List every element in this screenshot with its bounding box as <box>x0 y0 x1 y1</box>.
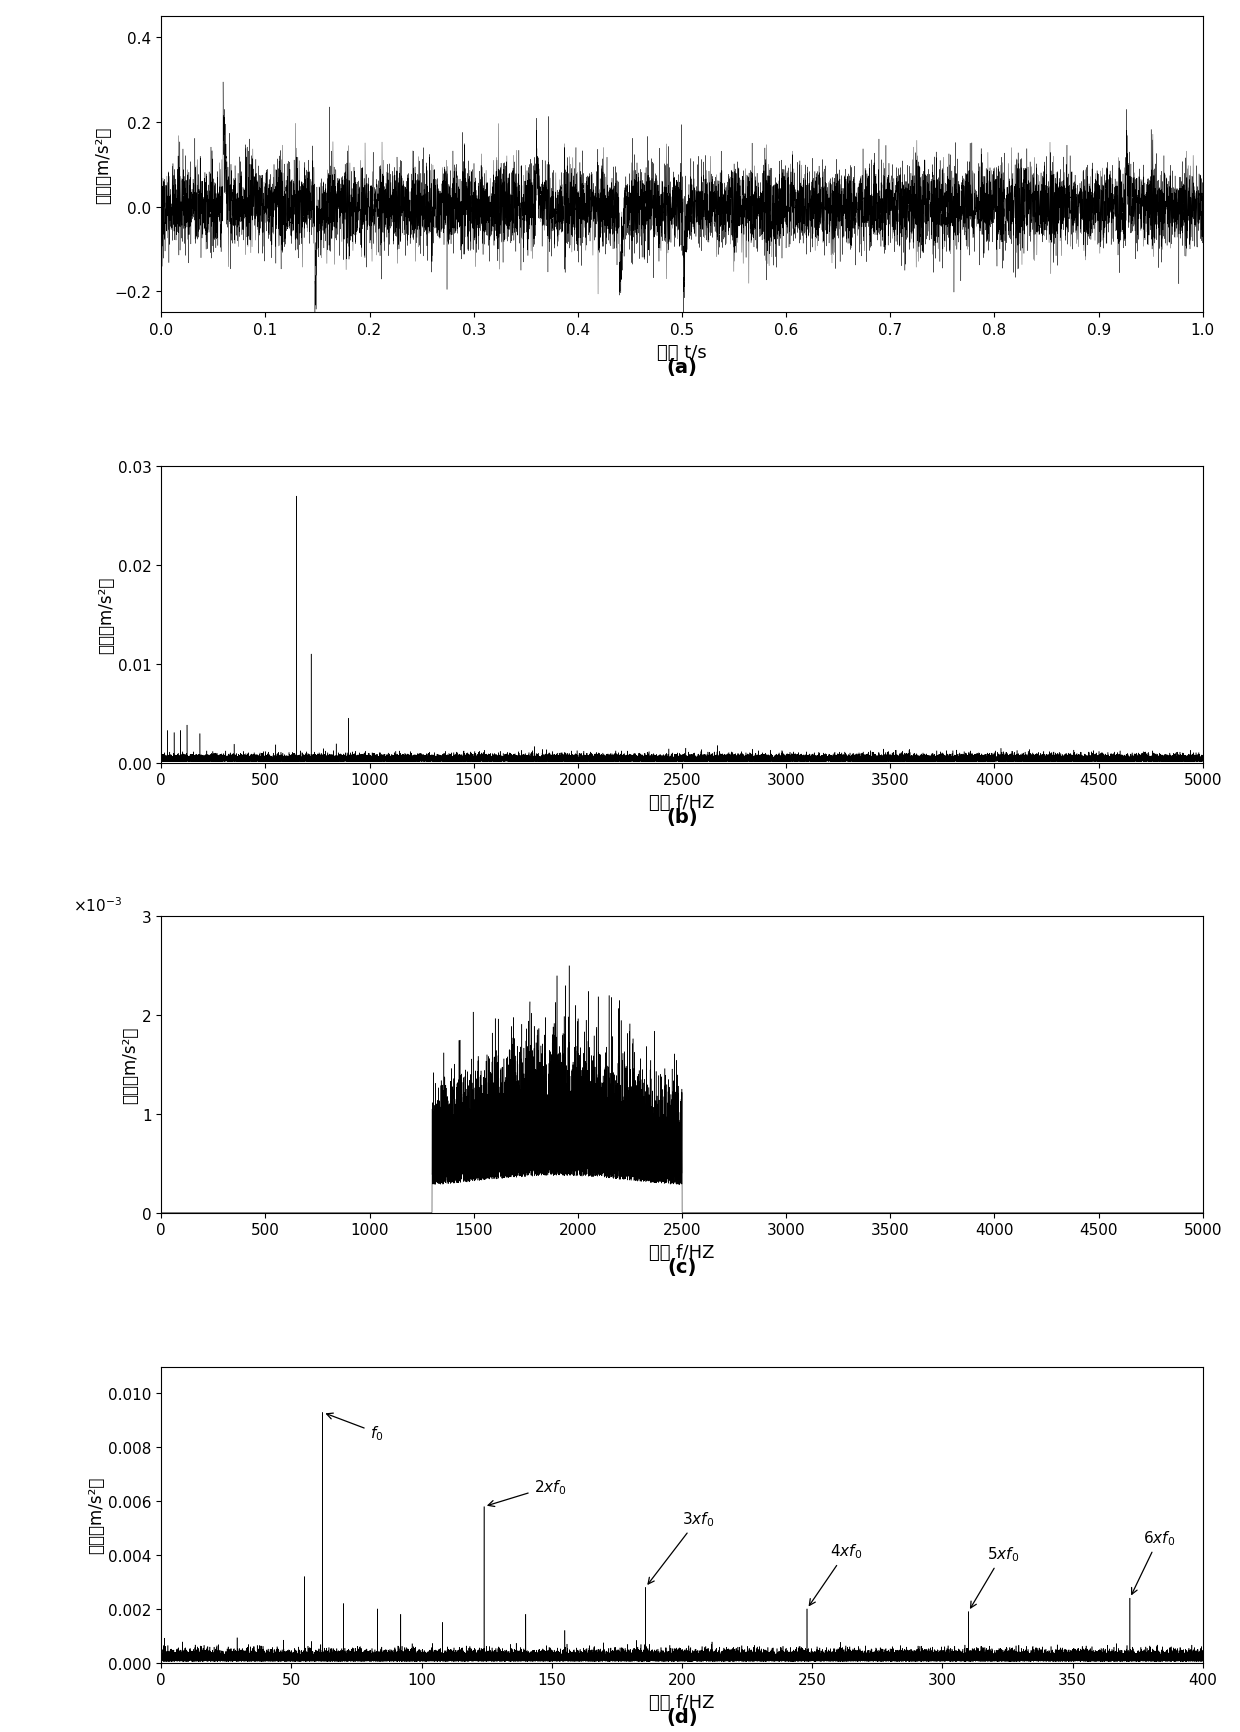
X-axis label: 时间 t/s: 时间 t/s <box>657 343 707 362</box>
Text: (b): (b) <box>666 807 698 826</box>
Text: (d): (d) <box>666 1708 698 1725</box>
Text: $5xf_0$: $5xf_0$ <box>971 1545 1019 1607</box>
Text: $\times10^{-3}$: $\times10^{-3}$ <box>73 895 122 914</box>
Y-axis label: 幅度（m/s²）: 幅度（m/s²） <box>97 577 115 653</box>
Y-axis label: 幅度（m/s²）: 幅度（m/s²） <box>87 1476 105 1554</box>
Text: $f_0$: $f_0$ <box>326 1413 383 1443</box>
Text: (a): (a) <box>667 357 697 376</box>
X-axis label: 频率 f/HZ: 频率 f/HZ <box>650 1692 714 1711</box>
Text: $4xf_0$: $4xf_0$ <box>810 1541 863 1606</box>
Text: (c): (c) <box>667 1257 697 1276</box>
Text: $6xf_0$: $6xf_0$ <box>1132 1528 1176 1595</box>
Text: $3xf_0$: $3xf_0$ <box>649 1510 714 1585</box>
Text: $2xf_0$: $2xf_0$ <box>489 1477 565 1507</box>
Y-axis label: 幅度（m/s²）: 幅度（m/s²） <box>122 1027 139 1103</box>
Y-axis label: 幅度（m/s²）: 幅度（m/s²） <box>94 126 112 204</box>
X-axis label: 频率 f/HZ: 频率 f/HZ <box>650 1244 714 1261</box>
X-axis label: 频率 f/HZ: 频率 f/HZ <box>650 793 714 811</box>
